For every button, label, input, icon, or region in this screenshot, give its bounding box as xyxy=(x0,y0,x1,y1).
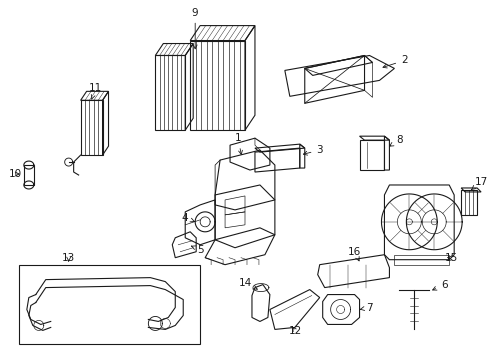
Text: 6: 6 xyxy=(432,280,447,290)
Text: 7: 7 xyxy=(360,302,372,312)
Text: 13: 13 xyxy=(62,253,75,263)
Text: 10: 10 xyxy=(8,169,21,179)
Text: 8: 8 xyxy=(389,135,402,146)
Text: 15: 15 xyxy=(444,253,457,263)
Text: 3: 3 xyxy=(303,145,323,155)
Text: 1: 1 xyxy=(234,133,242,154)
Text: 5: 5 xyxy=(191,245,203,255)
Text: 4: 4 xyxy=(182,213,194,223)
Text: 12: 12 xyxy=(288,327,302,336)
Text: 11: 11 xyxy=(89,84,102,99)
Text: 9: 9 xyxy=(191,8,198,49)
Text: 2: 2 xyxy=(382,55,407,68)
Text: 16: 16 xyxy=(347,247,361,261)
Text: 14: 14 xyxy=(238,278,257,289)
Text: 17: 17 xyxy=(470,177,487,190)
